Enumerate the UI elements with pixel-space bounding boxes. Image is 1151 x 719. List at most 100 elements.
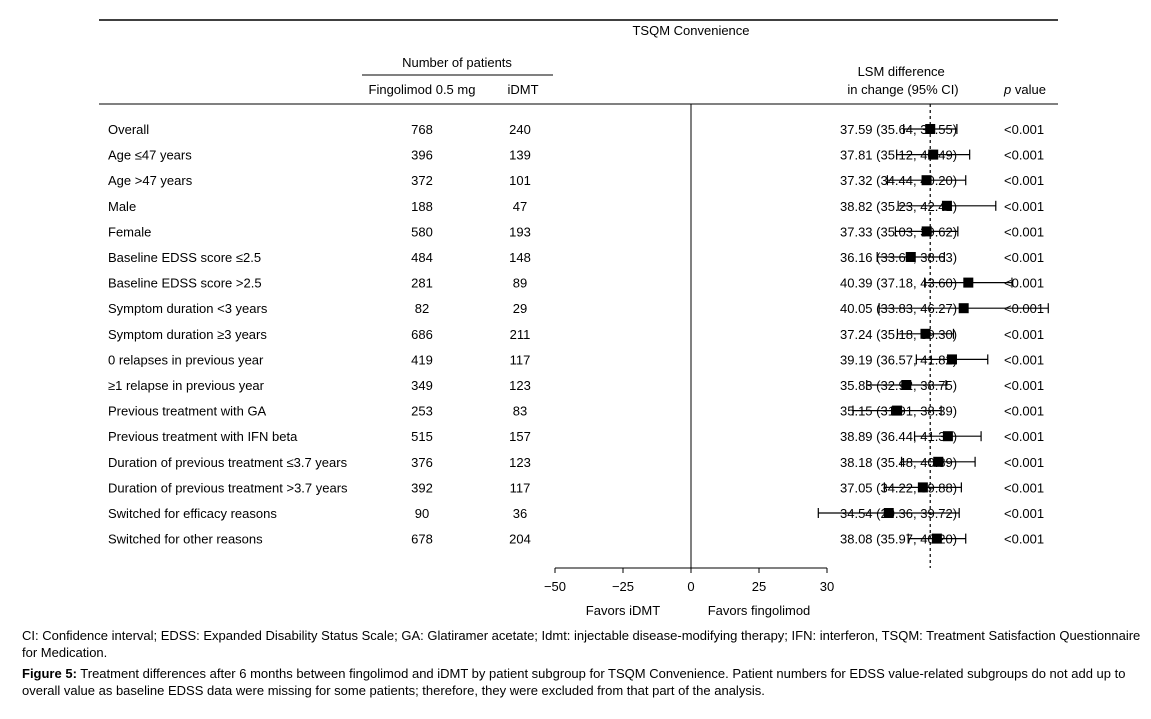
n-idmt: 83 [513, 404, 527, 419]
row-label: Previous treatment with GA [108, 404, 267, 419]
n-fingolimod: 580 [411, 224, 433, 239]
point-estimate [920, 328, 931, 339]
estimate-text: 38.18 (35.48, 40.89) [840, 455, 957, 470]
n-idmt: 211 [510, 327, 531, 342]
n-idmt: 148 [509, 250, 531, 265]
estimate-text: 38.08 (35.97, 40.20) [840, 532, 957, 547]
forest-plot: TSQM Convenience Number of patients Fing… [99, 19, 1058, 618]
n-idmt: 123 [509, 455, 531, 470]
n-fingolimod: 678 [411, 532, 433, 547]
table-rows: Overall 768 240 37.59 (35.64, 39.55) <0.001A… [108, 122, 1044, 547]
n-fingolimod: 376 [411, 455, 433, 470]
n-fingolimod: 372 [411, 173, 433, 188]
n-fingolimod: 396 [411, 148, 433, 163]
point-estimate [883, 508, 894, 518]
n-fingolimod: 515 [411, 429, 433, 444]
table-row: 0 relapses in previous year 419 117 39.19 (… [108, 352, 1044, 367]
n-fingolimod: 281 [411, 276, 433, 291]
x-tick-label: 25 [752, 579, 766, 594]
figure-caption: Figure 5: Treatment differences after 6 … [22, 665, 1142, 699]
table-row: Symptom duration ≥3 years 686 211 37.24 (35… [108, 327, 1044, 342]
column-header-pvalue: p value [1003, 82, 1046, 97]
point-estimate [905, 252, 916, 262]
row-label: Switched for other reasons [108, 532, 263, 547]
point-estimate [925, 124, 936, 134]
n-idmt: 240 [509, 122, 531, 137]
row-label: Baseline EDSS score >2.5 [108, 276, 262, 291]
point-estimate [963, 277, 974, 288]
point-estimate [921, 226, 932, 237]
p-value: <0.001 [1004, 480, 1044, 495]
point-estimate [941, 200, 952, 211]
table-row: Baseline EDSS score ≤2.5 484 148 36.16 (33.… [108, 250, 1044, 265]
point-estimate [946, 354, 957, 365]
point-estimate [921, 175, 932, 186]
x-tick-label: −50 [544, 579, 566, 594]
p-value: <0.001 [1004, 327, 1044, 342]
row-label: Previous treatment with IFN beta [108, 429, 298, 444]
n-idmt: 193 [509, 224, 531, 239]
x-tick-label: −25 [612, 579, 634, 594]
p-value: <0.001 [1004, 173, 1044, 188]
p-value: <0.001 [1004, 404, 1044, 419]
n-idmt: 204 [509, 532, 531, 547]
p-value: <0.001 [1004, 122, 1044, 137]
n-idmt: 139 [509, 148, 531, 163]
estimate-text: 39.19 (36.57, 41.82) [840, 352, 957, 367]
favors-fingolimod-label: Favors fingolimod [708, 603, 811, 618]
table-row: Switched for other reasons 678 204 38.08 (3… [108, 532, 1044, 547]
estimate-text: 38.89 (36.44, 41.33) [840, 429, 957, 444]
n-idmt: 117 [510, 480, 531, 495]
column-header-fingolimod: Fingolimod 0.5 mg [369, 82, 476, 97]
x-tick-label: 0 [687, 579, 694, 594]
table-row: Duration of previous treatment ≤3.7 year… [108, 455, 1044, 470]
row-label: Male [108, 199, 136, 214]
row-label: Symptom duration ≥3 years [108, 327, 267, 342]
p-value: <0.001 [1004, 224, 1044, 239]
column-group-header: Number of patients [402, 55, 512, 70]
n-idmt: 89 [513, 276, 527, 291]
table-row: Previous treatment with IFN beta 515 157 38… [108, 429, 1044, 444]
n-fingolimod: 392 [411, 480, 433, 495]
n-idmt: 157 [509, 429, 531, 444]
n-fingolimod: 82 [415, 301, 429, 316]
figure-label: Figure 5: [22, 666, 77, 681]
row-label: ≥1 relapse in previous year [108, 378, 265, 393]
caption-notes: CI: Confidence interval; EDSS: Expanded … [22, 628, 1141, 660]
point-estimate [933, 456, 944, 467]
row-label: 0 relapses in previous year [108, 352, 264, 367]
row-label: Symptom duration <3 years [108, 301, 268, 316]
figure-caption-text: Treatment differences after 6 months bet… [22, 666, 1126, 698]
p-value: <0.001 [1004, 455, 1044, 470]
row-label: Duration of previous treatment >3.7 year… [108, 480, 348, 495]
point-estimate [928, 149, 939, 160]
estimate-text: 40.39 (37.18, 43.60) [840, 276, 957, 291]
n-idmt: 117 [510, 352, 531, 367]
n-fingolimod: 253 [411, 404, 433, 419]
p-value: <0.001 [1004, 378, 1044, 393]
n-idmt: 29 [513, 301, 527, 316]
row-label: Age >47 years [108, 173, 193, 188]
favors-idmt-label: Favors iDMT [586, 603, 660, 618]
p-value: <0.001 [1004, 250, 1044, 265]
column-header-estimate: LSM difference in change (95% CI) [847, 64, 958, 97]
p-value: <0.001 [1004, 148, 1044, 163]
n-idmt: 101 [509, 173, 531, 188]
column-header-idmt: iDMT [507, 82, 538, 97]
x-axis: −50 −25 0 25 30 Favors iDMT Favors fingolimod [544, 567, 834, 618]
point-estimate [942, 431, 953, 442]
n-fingolimod: 419 [411, 352, 433, 367]
point-estimate [958, 303, 969, 314]
n-fingolimod: 188 [411, 199, 433, 214]
p-value: <0.001 [1004, 532, 1044, 547]
p-value: <0.001 [1004, 199, 1044, 214]
point-estimate [917, 482, 928, 493]
row-label: Female [108, 224, 151, 239]
row-label: Overall [108, 122, 149, 137]
p-value: <0.001 [1004, 352, 1044, 367]
n-fingolimod: 768 [411, 122, 433, 137]
n-idmt: 36 [513, 506, 527, 521]
p-value: <0.001 [1004, 429, 1044, 444]
n-fingolimod: 349 [411, 378, 433, 393]
